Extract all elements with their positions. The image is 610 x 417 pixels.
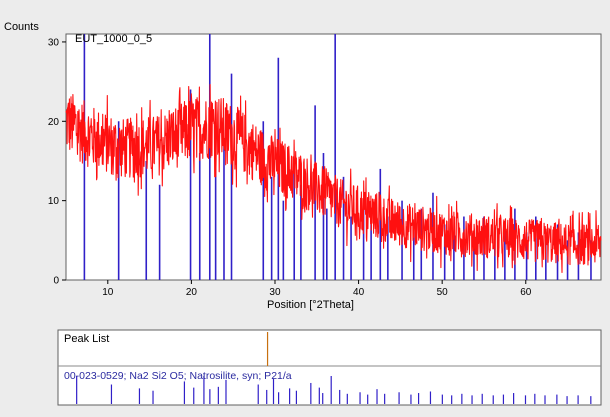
peak-list-panel [57,329,602,406]
axes: 10 20 30 40 50 60 0 10 20 30 [48,37,532,298]
x-tick-label: 10 [102,287,114,298]
x-tick-label: 40 [353,287,365,298]
y-tick-label: 20 [48,117,60,128]
intensity-line [65,84,602,274]
x-tick-label: 50 [437,287,449,298]
sample-name-label: EUT_1000_0_5 [75,33,153,45]
peak-list-markers [76,332,592,404]
y-tick-label: 30 [48,37,60,48]
y-axis-label: Counts [4,21,39,33]
x-tick-label: 60 [520,287,532,298]
y-tick-label: 10 [48,196,60,207]
y-tick-label: 0 [53,276,59,287]
reference-card-label: 00-023-0529; Na2 Si2 O5; Natrosilite, sy… [64,370,292,382]
x-tick-label: 30 [269,287,281,298]
intensity-series [65,84,602,274]
peak-list-title: Peak List [64,333,110,345]
x-tick-label: 20 [186,287,198,298]
x-axis-label: Position [°2Theta] [267,299,354,311]
